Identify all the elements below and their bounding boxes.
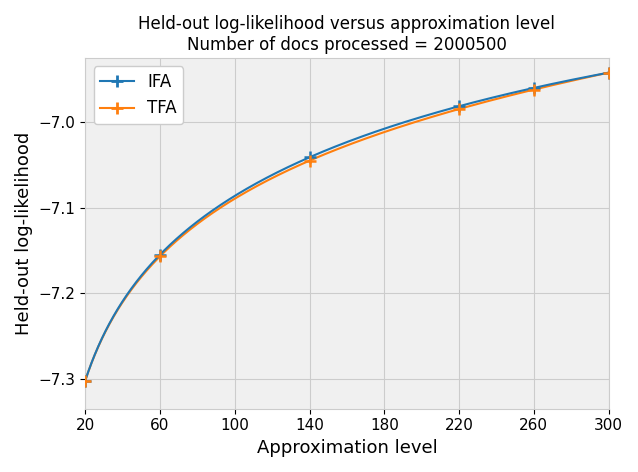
TFA: [499, 94, 507, 100]
TFA: [489, 97, 497, 102]
X-axis label: Approximation level: Approximation level: [256, 439, 437, 457]
TFA: [293, 163, 300, 169]
TFA: [135, 277, 142, 283]
IFA: [441, 108, 449, 113]
TFA: [312, 155, 320, 161]
IFA: [499, 93, 507, 98]
IFA: [605, 70, 612, 76]
IFA: [312, 152, 320, 158]
Y-axis label: Held-out log-likelihood: Held-out log-likelihood: [15, 132, 33, 335]
TFA: [441, 110, 449, 116]
IFA: [293, 160, 300, 166]
Line: IFA: IFA: [85, 73, 609, 380]
Line: TFA: TFA: [85, 73, 609, 380]
IFA: [82, 378, 89, 383]
Legend: IFA, TFA: IFA, TFA: [94, 67, 183, 124]
TFA: [82, 378, 89, 383]
IFA: [489, 94, 497, 100]
TFA: [605, 70, 612, 76]
Title: Held-out log-likelihood versus approximation level
Number of docs processed = 20: Held-out log-likelihood versus approxima…: [138, 15, 555, 54]
IFA: [135, 276, 142, 282]
